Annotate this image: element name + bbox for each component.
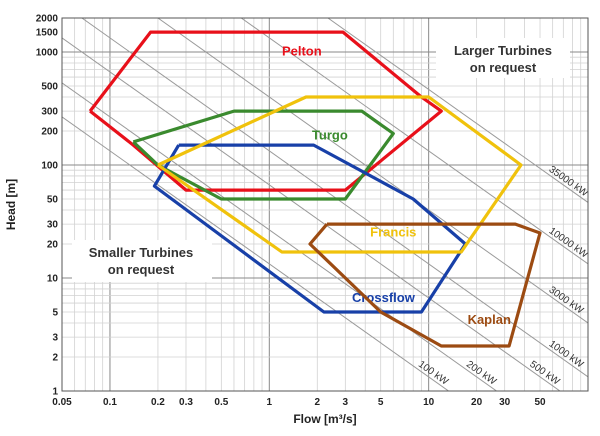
region-label-pelton: Pelton — [282, 43, 322, 58]
annotation: Larger Turbines on request — [454, 43, 552, 75]
y-tick-label: 300 — [41, 107, 58, 118]
region-crossflow — [152, 143, 467, 314]
annotation-line: Larger Turbines — [454, 43, 552, 58]
y-tick-label: 10 — [47, 274, 59, 285]
region-kaplan — [308, 222, 542, 348]
region-label-turgo: Turgo — [312, 128, 348, 143]
y-tick-label: 1000 — [36, 48, 59, 59]
power-line — [62, 116, 449, 391]
y-tick-label: 20 — [47, 239, 59, 250]
x-tick-label: 30 — [499, 397, 511, 408]
x-tick-label: 1 — [267, 397, 273, 408]
power-line — [157, 18, 588, 324]
power-line-label: 500 kW — [527, 359, 561, 388]
y-tick-label: 5 — [52, 308, 58, 319]
x-tick-label: 5 — [378, 397, 384, 408]
region-label-kaplan: Kaplan — [468, 312, 511, 327]
annotation-line: Smaller Turbines — [89, 245, 194, 260]
grid — [61, 17, 589, 392]
y-tick-label: 500 — [41, 82, 58, 93]
x-tick-label: 0.1 — [103, 397, 117, 408]
annotation-background — [436, 38, 570, 78]
x-tick-label: 0.2 — [151, 397, 165, 408]
x-axis-title: Flow [m³/s] — [293, 412, 356, 426]
axis-ticks: 0.05 0.1 0.2 0.3 0.5 1 2 3 5 10 20 30 50 1 2 3 5 10 20 30 50… — [36, 14, 546, 409]
power-line — [327, 18, 588, 203]
annotation-line: on request — [470, 60, 537, 75]
x-tick-label: 50 — [534, 397, 546, 408]
y-tick-label: 30 — [47, 220, 59, 231]
x-tick-label: 0.5 — [214, 397, 228, 408]
power-line-label: 10000 kW — [547, 226, 591, 261]
power-line-label: 200 kW — [464, 359, 498, 388]
annotation-line: on request — [108, 262, 175, 277]
annotation: Smaller Turbines on request — [89, 245, 194, 277]
y-tick-label: 2 — [52, 352, 58, 363]
annotation-background — [72, 240, 212, 282]
region-label-francis: Francis — [370, 224, 416, 239]
y-tick-label: 3 — [52, 333, 58, 344]
power-line — [240, 18, 588, 265]
plot-frame — [61, 17, 589, 392]
y-tick-label: 1500 — [36, 28, 59, 39]
power-line — [62, 82, 497, 391]
x-tick-label: 3 — [343, 397, 349, 408]
y-tick-label: 100 — [41, 161, 58, 172]
x-tick-label: 0.05 — [52, 397, 72, 408]
y-axis-title: Head [m] — [4, 179, 18, 230]
x-tick-label: 20 — [471, 397, 483, 408]
power-line — [62, 37, 561, 391]
x-tick-label: 0.3 — [179, 397, 193, 408]
power-line-label: 35000 kW — [547, 164, 591, 199]
y-tick-label: 50 — [47, 195, 59, 206]
x-tick-label: 10 — [423, 397, 435, 408]
y-tick-label: 200 — [41, 126, 58, 137]
x-tick-label: 2 — [314, 397, 320, 408]
region-francis — [156, 95, 523, 254]
y-tick-label: 1 — [52, 387, 58, 398]
y-tick-label: 2000 — [36, 14, 59, 25]
